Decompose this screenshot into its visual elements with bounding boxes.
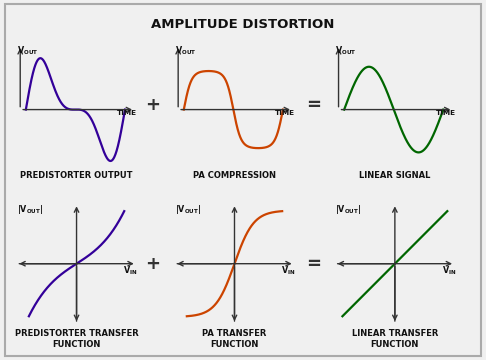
Text: PA COMPRESSION: PA COMPRESSION [193, 171, 276, 180]
Text: |V$_{\mathregular{OUT}}$|: |V$_{\mathregular{OUT}}$| [17, 203, 43, 216]
Text: V$_{\mathregular{OUT}}$: V$_{\mathregular{OUT}}$ [175, 44, 196, 57]
Text: +: + [146, 255, 160, 273]
Text: TIME: TIME [117, 110, 137, 116]
Text: V$_{\mathregular{IN}}$: V$_{\mathregular{IN}}$ [442, 264, 456, 277]
Text: PREDISTORTER OUTPUT: PREDISTORTER OUTPUT [20, 171, 133, 180]
Text: V$_{\mathregular{OUT}}$: V$_{\mathregular{OUT}}$ [17, 44, 38, 57]
Text: |V$_{\mathregular{OUT}}$|: |V$_{\mathregular{OUT}}$| [175, 203, 201, 216]
Text: +: + [146, 96, 160, 114]
Text: |V$_{\mathregular{OUT}}$|: |V$_{\mathregular{OUT}}$| [335, 203, 362, 216]
Text: PREDISTORTER TRANSFER
FUNCTION: PREDISTORTER TRANSFER FUNCTION [15, 329, 139, 349]
Text: PA TRANSFER
FUNCTION: PA TRANSFER FUNCTION [202, 329, 267, 349]
Text: AMPLITUDE DISTORTION: AMPLITUDE DISTORTION [151, 18, 335, 31]
Text: =: = [306, 255, 321, 273]
Text: =: = [306, 96, 321, 114]
Text: V$_{\mathregular{IN}}$: V$_{\mathregular{IN}}$ [281, 264, 296, 277]
Text: V$_{\mathregular{OUT}}$: V$_{\mathregular{OUT}}$ [335, 44, 357, 57]
Text: TIME: TIME [275, 110, 295, 116]
Text: LINEAR SIGNAL: LINEAR SIGNAL [359, 171, 431, 180]
Text: V$_{\mathregular{IN}}$: V$_{\mathregular{IN}}$ [123, 264, 138, 277]
Text: TIME: TIME [435, 110, 455, 116]
Text: LINEAR TRANSFER
FUNCTION: LINEAR TRANSFER FUNCTION [352, 329, 438, 349]
